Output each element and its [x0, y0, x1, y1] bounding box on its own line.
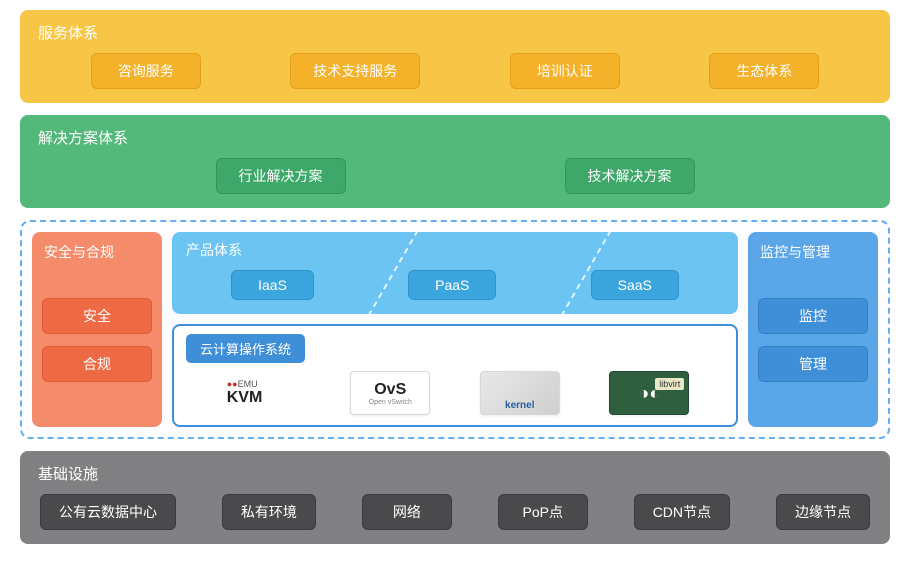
- solution-item-tech: 技术解决方案: [565, 158, 695, 194]
- monitor-item-monitor: 监控: [758, 298, 868, 334]
- solution-row: 行业解决方案 技术解决方案: [34, 158, 876, 194]
- kernel-label: kernel: [505, 400, 534, 411]
- product-row: IaaS PaaS SaaS: [184, 270, 726, 300]
- cloud-os-title: 云计算操作系统: [186, 334, 305, 363]
- product-item-paas: PaaS: [408, 270, 496, 300]
- libvirt-logo: ◑◐ libvirt: [609, 371, 689, 415]
- kernel-logo: kernel: [480, 371, 560, 415]
- security-item-compliance: 合规: [42, 346, 152, 382]
- infra-item-private: 私有环境: [222, 494, 316, 530]
- monitor-item-manage: 管理: [758, 346, 868, 382]
- cloud-os-section: 云计算操作系统 ●●EMU KVM OvS Open vSwitch kerne…: [172, 324, 738, 427]
- service-section: 服务体系 咨询服务 技术支持服务 培训认证 生态体系: [20, 10, 890, 103]
- security-title: 安全与合规: [42, 240, 152, 272]
- solution-section: 解决方案体系 行业解决方案 技术解决方案: [20, 115, 890, 208]
- infra-item-edge: 边缘节点: [776, 494, 870, 530]
- kvm-emu-label: EMU: [238, 379, 258, 389]
- product-section: 产品体系 IaaS PaaS SaaS: [172, 232, 738, 314]
- service-row: 咨询服务 技术支持服务 培训认证 生态体系: [34, 53, 876, 89]
- infra-item-public-dc: 公有云数据中心: [40, 494, 176, 530]
- security-item-security: 安全: [42, 298, 152, 334]
- infra-item-network: 网络: [362, 494, 452, 530]
- core-dashed-container: 安全与合规 安全 合规 产品体系 IaaS PaaS SaaS 云计算操作系统 …: [20, 220, 890, 439]
- kvm-logo: ●●EMU KVM: [221, 371, 301, 415]
- libvirt-label: libvirt: [655, 378, 684, 390]
- kvm-label: KVM: [227, 389, 263, 407]
- service-title: 服务体系: [34, 20, 876, 53]
- product-item-iaas: IaaS: [231, 270, 314, 300]
- infra-item-pop: PoP点: [498, 494, 588, 530]
- service-item-consult: 咨询服务: [91, 53, 201, 89]
- service-item-support: 技术支持服务: [290, 53, 420, 89]
- service-item-ecosystem: 生态体系: [709, 53, 819, 89]
- infra-item-cdn: CDN节点: [634, 494, 730, 530]
- service-item-training: 培训认证: [510, 53, 620, 89]
- security-column: 安全与合规 安全 合规: [32, 232, 162, 427]
- infra-section: 基础设施 公有云数据中心 私有环境 网络 PoP点 CDN节点 边缘节点: [20, 451, 890, 544]
- solution-title: 解决方案体系: [34, 125, 876, 158]
- monitor-column: 监控与管理 监控 管理: [748, 232, 878, 427]
- ovs-sub-label: Open vSwitch: [369, 399, 412, 406]
- infra-row: 公有云数据中心 私有环境 网络 PoP点 CDN节点 边缘节点: [34, 494, 876, 530]
- product-item-saas: SaaS: [591, 270, 679, 300]
- solution-item-industry: 行业解决方案: [216, 158, 346, 194]
- cloud-os-logo-row: ●●EMU KVM OvS Open vSwitch kernel ◑◐ lib…: [186, 371, 724, 415]
- ovs-label: OvS: [374, 381, 406, 399]
- monitor-title: 监控与管理: [758, 240, 868, 272]
- infra-title: 基础设施: [34, 461, 876, 494]
- ovs-logo: OvS Open vSwitch: [350, 371, 430, 415]
- product-title: 产品体系: [184, 240, 726, 270]
- middle-column: 产品体系 IaaS PaaS SaaS 云计算操作系统 ●●EMU KVM Ov…: [172, 232, 738, 427]
